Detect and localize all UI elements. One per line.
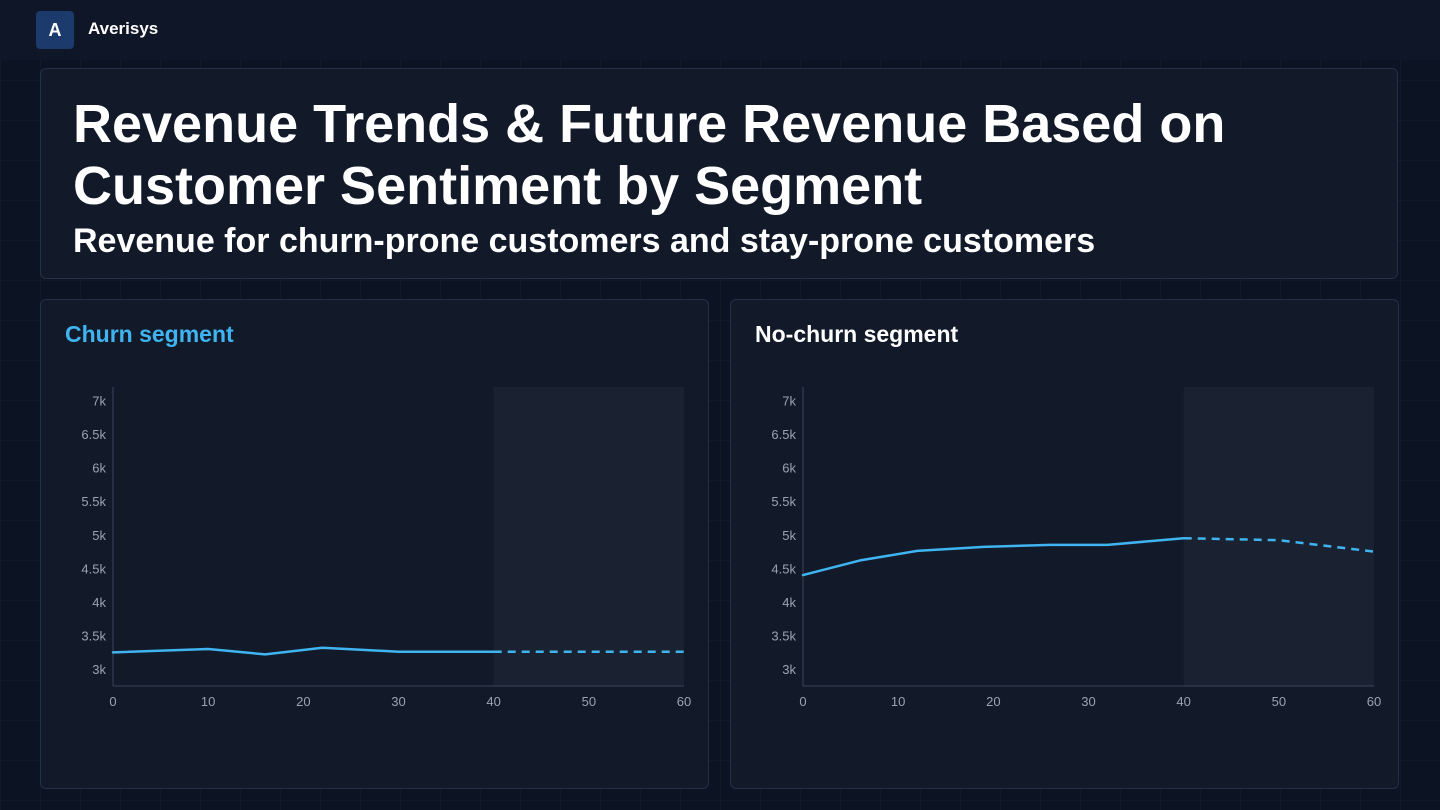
y-tick-label: 7k xyxy=(92,393,106,408)
x-tick-label: 10 xyxy=(891,694,905,709)
x-tick-label: 20 xyxy=(296,694,310,709)
forecast-region xyxy=(494,387,684,686)
x-tick-label: 20 xyxy=(986,694,1000,709)
x-tick-label: 50 xyxy=(1272,694,1286,709)
x-tick-label: 60 xyxy=(1367,694,1381,709)
y-tick-label: 6.5k xyxy=(771,427,796,442)
y-tick-label: 4k xyxy=(92,595,106,610)
y-tick-label: 5.5k xyxy=(81,494,106,509)
logo-badge: A xyxy=(36,11,74,49)
hero-card: Revenue Trends & Future Revenue Based on… xyxy=(40,68,1398,279)
x-tick-label: 30 xyxy=(1081,694,1095,709)
y-tick-label: 5k xyxy=(782,528,796,543)
chart-panel-no-churn: No-churn segment 3k 3.5k 4k 4.5k 5k 5.5k 6k 6.5… xyxy=(730,299,1399,789)
top-bar: A Averisys xyxy=(0,0,1440,60)
y-tick-label: 6k xyxy=(92,461,106,476)
x-tick-label: 30 xyxy=(391,694,405,709)
x-tick-label: 0 xyxy=(799,694,806,709)
x-tick-label: 10 xyxy=(201,694,215,709)
y-tick-label: 7k xyxy=(782,393,796,408)
y-tick-label: 3.5k xyxy=(771,629,796,644)
page-subtitle: Revenue for churn-prone customers and st… xyxy=(73,222,1096,260)
x-tick-label: 50 xyxy=(582,694,596,709)
x-tick-label: 40 xyxy=(1176,694,1190,709)
y-tick-label: 3k xyxy=(92,662,106,677)
forecast-region xyxy=(1184,387,1374,686)
y-tick-label: 3k xyxy=(782,662,796,677)
x-tick-label: 0 xyxy=(109,694,116,709)
chart-no-churn: 3k 3.5k 4k 4.5k 5k 5.5k 6k 6.5k 7k 0 10 20 30 40 50 60 xyxy=(771,387,1381,709)
y-tick-label: 3.5k xyxy=(81,629,106,644)
chart-churn: 3k 3.5k 4k 4.5k 5k 5.5k 6k 6.5k 7k 0 10 20 30 40 50 60 xyxy=(81,387,691,709)
series-line-forecast xyxy=(1183,536,1375,553)
y-tick-label: 5.5k xyxy=(771,494,796,509)
y-tick-label: 4k xyxy=(782,595,796,610)
x-tick-label: 60 xyxy=(677,694,691,709)
y-tick-label: 4.5k xyxy=(771,561,796,576)
y-tick-label: 5k xyxy=(92,528,106,543)
series-line-actual xyxy=(801,536,1185,577)
y-tick-label: 6.5k xyxy=(81,427,106,442)
page-title: Revenue Trends & Future Revenue Based on… xyxy=(73,94,1226,216)
x-tick-label: 40 xyxy=(486,694,500,709)
brand-name: Averisys xyxy=(88,19,159,38)
y-tick-label: 6k xyxy=(782,461,796,476)
series-line-actual xyxy=(111,646,495,656)
chart-title: No-churn segment xyxy=(755,321,959,347)
y-tick-label: 4.5k xyxy=(81,561,106,576)
chart-title: Churn segment xyxy=(65,321,234,347)
chart-panel-churn: Churn segment 3k 3.5k 4k 4.5k 5k 5.5k 6k 6.5k 7k… xyxy=(40,299,709,789)
